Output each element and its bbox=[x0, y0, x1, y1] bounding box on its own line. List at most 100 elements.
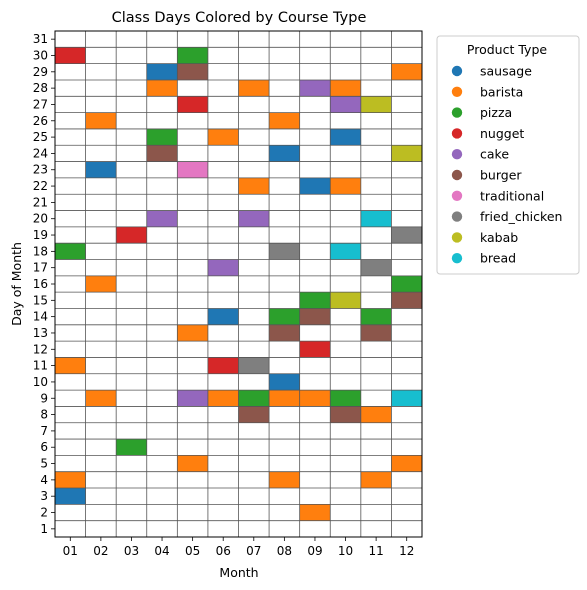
cell-08-9-barista bbox=[269, 390, 300, 407]
cell-11-8-barista bbox=[360, 406, 392, 423]
legend-label-nugget: nugget bbox=[480, 126, 524, 141]
legend-label-fried_chicken: fried_chicken bbox=[480, 209, 562, 224]
x-tick-label-07: 07 bbox=[246, 544, 261, 558]
x-tick-labels: 01 02 03 04 05 06 07 08 09 10 11 12 bbox=[63, 537, 414, 558]
cell-10-18-bread bbox=[330, 243, 361, 260]
legend-label-traditional: traditional bbox=[480, 188, 544, 203]
cell-08-18-fried_chicken bbox=[269, 243, 300, 260]
y-tick-label-23: 23 bbox=[33, 163, 48, 177]
cell-01-30-nugget bbox=[55, 47, 86, 64]
y-tick-label-17: 17 bbox=[33, 261, 48, 275]
cell-04-25-pizza bbox=[146, 128, 178, 146]
legend-label-burger: burger bbox=[480, 168, 522, 183]
y-tick-label-4: 4 bbox=[40, 473, 48, 487]
cell-07-8-burger bbox=[238, 406, 270, 423]
cell-05-29-burger bbox=[177, 63, 208, 80]
legend-frame bbox=[436, 35, 580, 275]
cell-06-11-nugget bbox=[207, 357, 239, 374]
cell-10-25-sausage bbox=[330, 128, 361, 146]
y-tick-label-15: 15 bbox=[33, 293, 48, 307]
cell-05-5-barista bbox=[177, 455, 208, 472]
cell-12-24-kabab bbox=[391, 145, 422, 162]
cell-05-23-traditional bbox=[177, 161, 208, 178]
y-tick-label-31: 31 bbox=[33, 32, 48, 46]
y-tick-label-12: 12 bbox=[33, 342, 48, 356]
cell-07-11-fried_chicken bbox=[238, 357, 270, 374]
y-tick-label-20: 20 bbox=[33, 212, 48, 226]
cell-08-14-pizza bbox=[269, 308, 300, 325]
y-tick-label-8: 8 bbox=[40, 408, 48, 422]
y-tick-label-30: 30 bbox=[33, 48, 48, 62]
cell-11-14-pizza bbox=[360, 308, 392, 325]
cell-09-9-barista bbox=[299, 390, 331, 407]
y-tick-label-22: 22 bbox=[33, 179, 48, 193]
y-tick-label-13: 13 bbox=[33, 326, 48, 340]
cell-12-9-bread bbox=[391, 390, 422, 407]
cell-10-9-pizza bbox=[330, 390, 361, 407]
cell-08-24-sausage bbox=[269, 145, 300, 162]
legend-marker-pizza bbox=[451, 107, 463, 118]
y-tick-label-7: 7 bbox=[40, 424, 48, 438]
legend-label-bread: bread bbox=[480, 251, 516, 266]
y-tick-label-19: 19 bbox=[33, 228, 48, 242]
cells-layer bbox=[55, 47, 422, 521]
cell-09-12-nugget bbox=[299, 341, 331, 358]
cell-02-26-barista bbox=[85, 112, 117, 129]
x-axis-label: Month bbox=[219, 565, 258, 580]
cell-11-4-barista bbox=[360, 471, 392, 489]
cell-08-4-barista bbox=[269, 471, 300, 489]
y-tick-label-18: 18 bbox=[33, 244, 48, 258]
legend-label-cake: cake bbox=[480, 147, 509, 162]
cell-10-27-cake bbox=[330, 96, 361, 113]
legend-marker-cake bbox=[451, 149, 463, 160]
cell-05-30-pizza bbox=[177, 47, 208, 64]
x-tick-label-09: 09 bbox=[307, 544, 322, 558]
y-tick-label-2: 2 bbox=[40, 506, 48, 520]
cell-09-2-barista bbox=[299, 504, 331, 521]
cell-04-29-sausage bbox=[146, 63, 178, 80]
legend: Product Type sausage barista pizza nugget ca… bbox=[436, 35, 580, 275]
cell-07-22-barista bbox=[238, 177, 270, 195]
cell-10-8-burger bbox=[330, 406, 361, 423]
x-tick-label-01: 01 bbox=[63, 544, 78, 558]
x-tick-label-10: 10 bbox=[338, 544, 353, 558]
x-tick-label-08: 08 bbox=[277, 544, 292, 558]
cell-04-20-cake bbox=[146, 210, 178, 227]
y-tick-label-27: 27 bbox=[33, 97, 48, 111]
grid-layer bbox=[55, 31, 422, 537]
y-tick-label-6: 6 bbox=[40, 440, 48, 454]
y-tick-label-3: 3 bbox=[40, 489, 48, 503]
cell-04-28-barista bbox=[146, 79, 178, 97]
cell-05-13-barista bbox=[177, 324, 208, 342]
cell-01-11-barista bbox=[55, 357, 86, 374]
legend-marker-traditional bbox=[451, 190, 463, 201]
legend-label-sausage: sausage bbox=[480, 64, 532, 79]
cell-09-28-cake bbox=[299, 79, 331, 97]
cell-10-22-barista bbox=[330, 177, 361, 195]
y-tick-label-5: 5 bbox=[40, 457, 48, 471]
y-tick-label-26: 26 bbox=[33, 114, 48, 128]
x-tick-label-05: 05 bbox=[185, 544, 200, 558]
legend-marker-sausage bbox=[451, 65, 463, 77]
x-tick-label-11: 11 bbox=[368, 544, 383, 558]
legend-marker-fried_chicken bbox=[451, 211, 463, 222]
cell-07-9-pizza bbox=[238, 390, 270, 407]
y-tick-label-29: 29 bbox=[33, 65, 48, 79]
cell-10-28-barista bbox=[330, 79, 361, 97]
legend-marker-barista bbox=[451, 86, 463, 98]
cell-08-13-burger bbox=[269, 324, 300, 342]
cell-12-15-burger bbox=[391, 292, 422, 309]
x-tick-label-12: 12 bbox=[399, 544, 414, 558]
x-tick-label-02: 02 bbox=[93, 544, 108, 558]
y-tick-label-10: 10 bbox=[33, 375, 48, 389]
legend-marker-kabab bbox=[451, 232, 463, 243]
cell-12-29-barista bbox=[391, 63, 422, 80]
legend-label-barista: barista bbox=[480, 84, 523, 99]
cell-11-20-bread bbox=[360, 210, 392, 227]
legend-marker-nugget bbox=[451, 128, 463, 139]
y-tick-label-21: 21 bbox=[33, 195, 48, 209]
cell-11-17-fried_chicken bbox=[360, 259, 392, 276]
cell-01-18-pizza bbox=[55, 243, 86, 260]
cell-03-6-pizza bbox=[116, 439, 147, 456]
cell-07-28-barista bbox=[238, 79, 270, 97]
